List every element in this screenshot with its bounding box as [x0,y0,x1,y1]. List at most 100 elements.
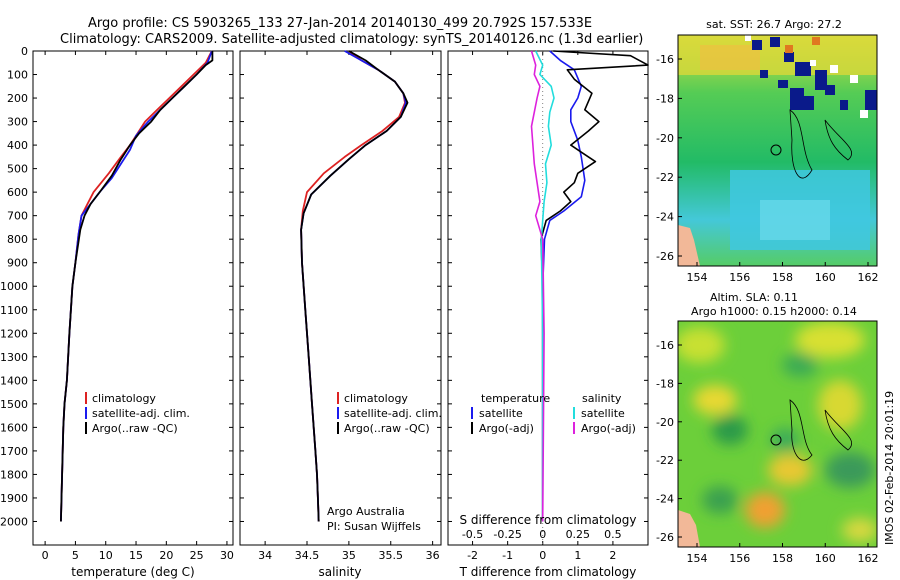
difference-top-xlabel: S difference from climatology [460,513,637,527]
salinity-diff-tick-label: 0 [539,528,546,541]
diff-legend-ssat-label: satellite [581,407,625,420]
temperature-panel [32,50,234,546]
x-tick-label: 36 [426,549,440,562]
sst-map-y-tick-label: -16 [656,53,674,66]
legend-argo-label: Argo(..raw -QC) [92,422,178,435]
sla-map-y-tick-label: -26 [656,531,674,544]
x-tick-label: 34 [258,549,272,562]
series-satellite-adj-clim--line [60,50,213,522]
diff-legend-salinity-title: salinity [582,392,622,405]
depth-tick-label: 2000 [0,515,28,528]
depth-tick-label: 200 [7,92,28,105]
depth-tick-label: 1500 [0,398,28,411]
depth-tick-label: 1600 [0,421,28,434]
depth-tick-label: 800 [7,233,28,246]
sla-map-title-2: Argo h1000: 0.15 h2000: 0.14 [691,305,857,318]
series-salinity-argo-line [530,50,545,522]
salinity-diff-tick-label: 0.5 [604,528,622,541]
sla-map-y-tick-label: -22 [656,454,674,467]
series-satellite-adj-clim--line [300,50,407,522]
salinity-diff-tick-label: 0.25 [566,528,591,541]
depth-tick-label: 1300 [0,351,28,364]
series-temperature-satellite-line [541,50,586,522]
sst-map-y-tick-label: -22 [656,171,674,184]
depth-tick-label: 900 [7,257,28,270]
diff-legend-targo-label: Argo(-adj) [479,422,534,435]
sst-map-title: sat. SST: 26.7 Argo: 27.2 [706,18,842,31]
series-temperature-argo-line [540,50,649,522]
depth-tick-label: 1900 [0,492,28,505]
sst-map-x-tick-label: 158 [772,271,793,284]
sst-map-x-tick-label: 160 [815,271,836,284]
series-climatology-line [300,50,406,522]
depth-tick-label: 300 [7,116,28,129]
x-tick-label: 20 [159,549,173,562]
depth-tick-label: 700 [7,210,28,223]
series-argo-raw-qc--line [60,51,214,522]
imos-credit: IMOS 02-Feb-2014 20:01:19 [883,391,896,545]
temperature-xlabel: temperature (deg C) [71,565,194,579]
sst-map-y-tick-label: -26 [656,250,674,263]
sla-map-y-tick-label: -20 [656,416,674,429]
difference-panel [447,50,649,546]
x-tick-label: 5 [72,549,79,562]
x-tick-label: 0 [42,549,49,562]
sst-map-y-tick-label: -20 [656,132,674,145]
depth-tick-label: 0 [21,45,28,58]
salinity-diff-tick-label: -0.25 [493,528,521,541]
depth-tick-label: 1100 [0,304,28,317]
salinity-xlabel: salinity [318,565,361,579]
legend-sat-label: satellite-adj. clim. [92,407,190,420]
depth-tick-label: 1200 [0,327,28,340]
x-tick-label: -1 [502,549,513,562]
sst-map-image [678,35,877,266]
salinity-diff-tick-label: -0.5 [462,528,483,541]
sst-map-y-tick-label: -18 [656,92,674,105]
sal-legend-argo-label: Argo(..raw -QC) [344,422,430,435]
x-tick-label: 15 [129,549,143,562]
depth-tick-label: 1000 [0,280,28,293]
sla-map-x-tick-label: 154 [687,552,708,565]
series-argo-raw-qc--line [300,50,409,522]
x-tick-label: 35 [342,549,356,562]
sla-map-x-tick-label: 158 [772,552,793,565]
x-tick-label: -2 [467,549,478,562]
x-tick-label: 2 [609,549,616,562]
x-tick-label: 1 [574,549,581,562]
sal-legend-sat-label: satellite-adj. clim. [344,407,442,420]
depth-tick-label: 600 [7,186,28,199]
sla-map-frame [677,320,878,548]
title-line-1: Argo profile: CS 5903265_133 27-Jan-2014… [88,16,592,31]
pi-note: PI: Susan Wijffels [327,520,421,533]
series-salinity-satellite-line [534,50,555,522]
diff-legend-tsat-label: satellite [479,407,523,420]
diff-legend-temperature-title: temperature [481,392,550,405]
sst-map-x-tick-label: 162 [858,271,879,284]
sst-map-x-tick-label: 154 [687,271,708,284]
sst-map-frame [677,34,878,267]
x-tick-label: 34.5 [295,549,320,562]
argo-australia-note: Argo Australia [327,505,405,518]
sst-map-y-tick-label: -24 [656,211,674,224]
x-tick-label: 30 [220,549,234,562]
depth-tick-label: 400 [7,139,28,152]
sla-map-y-tick-label: -16 [656,339,674,352]
depth-tick-label: 500 [7,163,28,176]
series-climatology-line [60,50,213,522]
title-line-2: Climatology: CARS2009. Satellite-adjuste… [60,32,643,47]
sla-map-y-tick-label: -18 [656,377,674,390]
x-tick-label: 0 [539,549,546,562]
depth-tick-label: 1400 [0,374,28,387]
depth-tick-label: 1800 [0,468,28,481]
sla-map-image [678,321,877,547]
x-tick-label: 25 [190,549,204,562]
sla-map-x-tick-label: 160 [815,552,836,565]
diff-legend-sargo-label: Argo(-adj) [581,422,636,435]
sla-map-x-tick-label: 162 [858,552,879,565]
difference-xlabel: T difference from climatology [459,565,637,579]
salinity-panel [239,50,442,546]
sla-map-x-tick-label: 156 [729,552,750,565]
sal-legend-clim-label: climatology [344,392,408,405]
x-tick-label: 35.5 [379,549,404,562]
